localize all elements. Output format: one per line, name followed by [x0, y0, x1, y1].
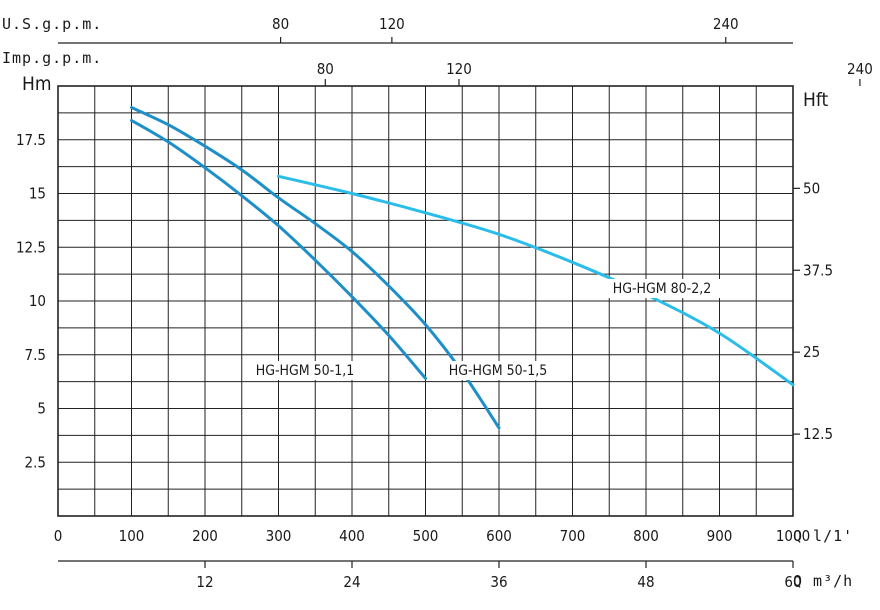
series-line-1: [130, 118, 427, 380]
series-label-bg: [245, 361, 365, 380]
series-line-3: [277, 174, 795, 387]
grid: [57, 85, 794, 517]
y-tick-hm: 7.5: [25, 346, 46, 364]
x-tick-m3h: 36: [490, 573, 507, 591]
y-tick-hm: 5: [37, 400, 46, 418]
impgpm-axis-label: Imp.g.p.m.: [2, 49, 102, 67]
x-tick-impgpm: 240: [847, 60, 873, 78]
x-tick-m3h: 12: [196, 573, 213, 591]
series-label-bg: [438, 361, 558, 380]
y-tick-hft: 25: [803, 343, 820, 361]
x-tick-lmin: 600: [486, 527, 512, 545]
x-tick-impgpm: 80: [317, 60, 334, 78]
tick-labels: 0 100 200 300 400 500 600 700 800 900 1000 12 24 36 48…: [16, 15, 873, 591]
x-tick-lmin: 700: [560, 527, 586, 545]
x-tick-usgpm: 240: [713, 15, 739, 33]
x-tick-impgpm: 120: [446, 60, 472, 78]
series-label-1: HG-HGM 50-1,1: [256, 363, 354, 379]
x-tick-m3h: 48: [637, 573, 654, 591]
y-axis-label-hm: Hm: [22, 73, 52, 95]
x-axis-label-m3h: Q m³/h: [793, 572, 853, 590]
x-tick-lmin: 0: [54, 527, 63, 545]
series-label-2: HG-HGM 50-1,5: [449, 363, 547, 379]
y-tick-hft: 50: [803, 179, 820, 197]
usgpm-axis-label: U.S.g.p.m.: [2, 15, 102, 33]
x-tick-lmin: 1000: [776, 527, 810, 545]
series-line-2: [130, 106, 501, 430]
series-label-3: HG-HGM 80-2,2: [613, 281, 711, 297]
y-tick-hft: 37.5: [803, 261, 833, 279]
series-layer: HG-HGM 50-1,1 HG-HGM 50-1,5 HG-HGM 80-2,2: [130, 106, 795, 430]
x-tick-lmin: 400: [339, 527, 365, 545]
y-tick-hm: 15: [29, 185, 46, 203]
x-tick-lmin: 500: [413, 527, 439, 545]
series-label-bg: [602, 279, 722, 298]
y-tick-hm: 12.5: [16, 238, 46, 256]
x-tick-lmin: 300: [266, 527, 292, 545]
x-tick-lmin: 100: [119, 527, 145, 545]
x-tick-lmin: 800: [633, 527, 659, 545]
x-axis-label-lmin: Q l/1': [793, 527, 853, 545]
x-tick-m3h: 24: [343, 573, 360, 591]
top-axes: U.S.g.p.m. Imp.g.p.m.: [2, 15, 102, 67]
x-tick-lmin: 200: [192, 527, 218, 545]
x-tick-usgpm: 120: [379, 15, 405, 33]
y-tick-hm: 17.5: [16, 131, 46, 149]
y-tick-hm: 10: [29, 292, 46, 310]
x-tick-m3h: 60: [784, 573, 801, 591]
y-axis-label-hft: Hft: [803, 89, 829, 111]
x-tick-usgpm: 80: [272, 15, 289, 33]
x-tick-lmin: 900: [707, 527, 733, 545]
y-tick-hm: 2.5: [25, 453, 46, 471]
y-tick-hft: 12.5: [803, 425, 833, 443]
